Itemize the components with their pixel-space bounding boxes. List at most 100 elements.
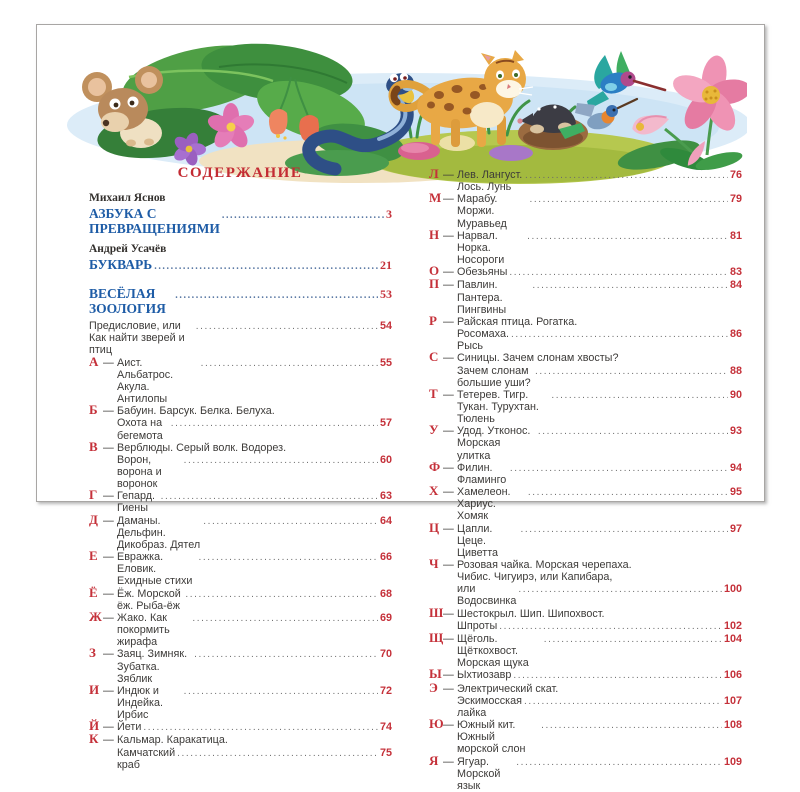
dotted-leader [551,389,728,402]
toc-entry: Й—Йети 74 [89,719,392,734]
page-number: 107 [723,694,742,707]
entry-line: Чибис. Чигуирэ, или Капибара, [457,571,742,583]
page-number: 66 [379,551,392,564]
dash-separator: — [443,607,454,620]
entry-line: Камчатский краб 75 [117,747,392,771]
entry-line: Филин. Фламинго 94 [457,462,742,486]
dash-separator: — [443,266,454,279]
dash-separator: — [443,559,454,571]
entry-line: Гепард. Гиены 63 [117,490,392,514]
entry-text: Южный кит. Южный морской слон [457,719,526,756]
entry-line: Щёголь. Щёткохвост. Морская щука 104 [457,633,742,669]
entry-text: БУКВАРЬ [89,257,153,272]
entry-text: Удод. Утконос. Морская улитка [457,425,531,462]
toc-entry: Б — Бабуин. Барсук. Белка. Белуха. Охота на… [89,403,392,441]
page-number: 84 [729,279,742,292]
hummingbird-icon [587,51,667,109]
entry-line: Зачем слонам большие уши? 88 [457,365,742,389]
toc-entry: М—Марабу. Моржи. Муравьед 79 [429,191,742,229]
toc-entry: А —Аист. Альбатрос. Акула. Антилопы 55 [89,353,392,406]
toc-entry: Е —Евражка. Еловик. Ехидные стихи 66 [89,549,392,587]
page-number: 68 [379,587,392,600]
toc-entry: Ч — Розовая чайка. Морская черепаха. Чибис.… [429,557,742,608]
page-number: 60 [379,453,392,466]
entry-line: Марабу. Моржи. Муравьед 79 [457,193,742,229]
entry-text: Ягуар. Морской язык [457,755,501,792]
dotted-leader [171,417,378,430]
dotted-leader [520,523,728,536]
toc-entry: Ц—Цапли. Цеце. Циветта 97 [429,520,742,559]
entry-letter: Ё [89,584,98,600]
entry-line: Жако. Как покормить жирафа 69 [117,612,392,648]
entry-text: Шестокрыл. Шип. Шипохвост. [457,607,605,620]
page-number: 70 [379,648,392,661]
dotted-leader [528,486,728,499]
entry-line: Хамелеон. Хариус. Хомяк 95 [457,486,742,522]
entry-text: Верблюды. Серый волк. Водорез. [117,441,287,454]
entry-text: Индюк и Индейка. Ирбис [117,684,164,722]
page-number: 63 [379,490,392,503]
entry-letter: Ы [429,666,442,682]
dotted-leader [184,454,378,467]
dotted-leader [184,685,378,698]
leopard-cub-icon [388,50,534,147]
entry-letter: Д [89,511,98,527]
entry-text: Эскимосская лайка [457,694,522,719]
entry-text: Филин. Фламинго [457,461,507,486]
page-number: 106 [723,669,742,682]
page-number: 79 [729,193,742,206]
toc-entry: С — Синицы. Зачем слонам хвосты? Зачем слон… [429,350,742,389]
dash-separator: — [443,315,454,328]
page-number: 81 [729,229,742,242]
entry-line: Удод. Утконос. Морская улитка 93 [457,425,742,461]
toc-entry: Ш—Шестокрыл. Шип. Шипохвост.Шпроты 102 [429,606,742,633]
page-number: 108 [723,719,742,732]
page-number: 93 [729,425,742,438]
book-page: СОДЕРЖАНИЕ Михаил Яснов АЗБУКА С ПРЕВРАЩЕ… [36,24,765,792]
entry-text: Зачем слонам большие уши? [457,364,531,389]
entry-letter: А [89,353,99,369]
preface-entry: Предисловие, или Как найти зверей и птиц… [89,320,392,357]
entry-text: Лев. Лангуст. Лось. Лунь [457,169,523,194]
toc-entry: Т — Тетерев. Тигр. Тукан. Турухтан. Тюлень… [429,387,742,426]
author-name: Михаил Яснов [89,192,166,204]
entry-letter: Р [429,312,437,328]
entry-line: Обезьяны 83 [457,266,742,279]
dotted-leader [510,462,728,475]
entry-line: Ворон, ворона и воронок 60 [117,454,392,490]
dash-separator: — [103,490,114,503]
pink-flower-icon [207,103,255,148]
toc-entry: У —Удод. Утконос. Морская улитка 93 [429,423,742,461]
entry-letter: Ф [429,458,441,474]
entry-letter: К [89,731,99,747]
entry-line: Нарвал. Норка. Носороги 81 [457,230,742,266]
entry-line: Росомаха. Рысь 86 [457,328,742,352]
dash-separator: — [103,356,114,369]
page-number: 53 [380,287,392,301]
entry-line: Верблюды. Серый волк. Водорез. [117,442,392,454]
entry-text: Хамелеон. Хариус. Хомяк [457,486,511,523]
entry-letter: Л [429,166,439,181]
toc-left-column: Михаил Яснов АЗБУКА С ПРЕВРАЩЕНИЯМИ 3 Андре… [89,185,392,771]
entry-text: Тетерев. Тигр. Тукан. Турухтан. Тюлень [457,388,539,426]
dash-separator: — [103,551,114,564]
toc-entry: И—Индюк и Индейка. Ирбис 72 [89,683,392,721]
dash-separator: — [103,734,114,747]
entry-text: Марабу. Моржи. Муравьед [457,193,507,230]
header-illustration [67,43,747,184]
entry-line: Розовая чайка. Морская черепаха. [457,559,742,571]
dash-separator: — [443,632,454,645]
dash-separator: — [103,587,114,600]
dotted-leader [198,551,378,564]
entry-text: Предисловие, или Как найти зверей и птиц [89,320,185,357]
page-number: 72 [379,684,392,697]
lily-flowers-icon [632,55,747,171]
entry-line: Охота на бегемота 57 [117,417,392,441]
dash-separator: — [443,352,454,365]
entry-letter: З [89,645,96,661]
dash-separator: — [103,405,114,418]
entry-line: Индюк и Индейка. Ирбис 72 [117,685,392,721]
dotted-leader [513,669,722,682]
page-number: 97 [729,522,742,535]
entry-line: или Водосвинка 100 [457,583,742,607]
